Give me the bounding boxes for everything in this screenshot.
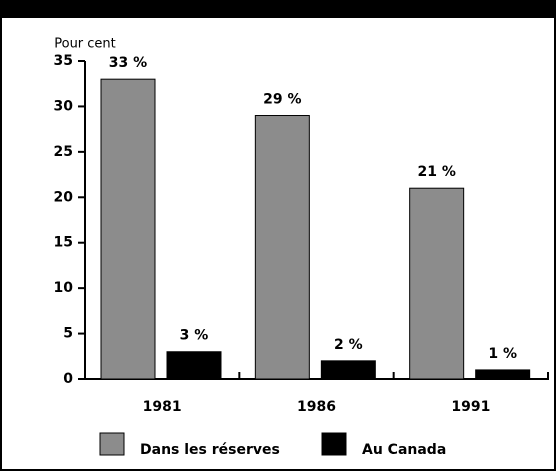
y-tick-label: 25 [54, 144, 73, 160]
data-label: 3 % [180, 328, 209, 344]
legend-swatch [99, 432, 125, 456]
data-label: 33 % [109, 55, 147, 71]
data-label: 21 % [417, 164, 455, 180]
data-label: 2 % [334, 337, 363, 353]
bar [409, 187, 465, 380]
x-tick-label: 1991 [451, 399, 490, 415]
y-axis-label: Pour cent [54, 37, 116, 52]
header-bar [0, 0, 556, 18]
data-label: 1 % [488, 346, 517, 362]
y-tick-label: 5 [63, 326, 73, 342]
y-tick-label: 30 [54, 98, 74, 114]
x-tick-label: 1981 [143, 399, 182, 415]
bar [254, 115, 310, 380]
legend-label: Au Canada [362, 442, 446, 458]
bar [100, 78, 156, 380]
x-tick-label: 1986 [297, 399, 336, 415]
bar [475, 369, 531, 380]
legend-swatch [321, 432, 347, 456]
bar [166, 351, 222, 380]
y-tick-label: 0 [63, 371, 73, 387]
legend-label: Dans les réserves [140, 442, 280, 458]
y-tick-label: 15 [54, 235, 73, 251]
data-label: 29 % [263, 92, 301, 108]
bar [320, 360, 376, 380]
y-tick-label: 20 [54, 189, 74, 205]
y-tick-label: 10 [54, 280, 74, 296]
y-tick-label: 35 [54, 53, 73, 69]
